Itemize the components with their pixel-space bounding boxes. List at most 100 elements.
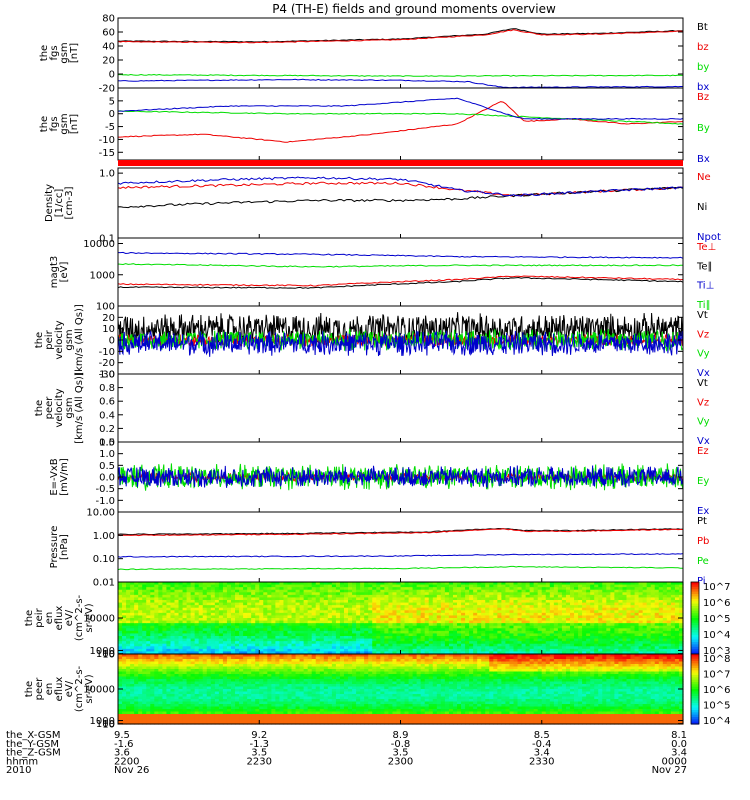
heatmap-cell (186, 620, 192, 624)
heatmap-cell (218, 589, 224, 593)
heatmap-cell (477, 618, 482, 622)
heatmap-cell (497, 594, 502, 599)
heatmap-cell (465, 587, 470, 591)
heatmap-cell (541, 620, 547, 624)
heatmap-cell (170, 646, 176, 650)
heatmap-cell (299, 630, 305, 635)
heatmap-cell (190, 643, 196, 647)
heatmap-cell (469, 607, 474, 611)
heatmap-cell (150, 666, 155, 670)
heatmap-cell (344, 641, 349, 645)
heatmap-cell (509, 648, 515, 653)
heatmap-cell (319, 615, 325, 619)
heatmap-cell (243, 605, 248, 609)
heatmap-cell (440, 592, 446, 596)
heatmap-cell (174, 704, 180, 708)
heatmap-cell (118, 638, 123, 642)
heatmap-cell (469, 641, 474, 645)
heatmap-cell (505, 589, 511, 593)
heatmap-cell (210, 709, 216, 713)
colorbar-label: 10^3 (703, 646, 730, 657)
heatmap-cell (130, 592, 135, 596)
heatmap-cell (146, 664, 151, 668)
heatmap-cell (630, 589, 636, 593)
heatmap-cell (610, 612, 615, 617)
heatmap-cell (364, 648, 369, 653)
heatmap-cell (473, 628, 478, 632)
heatmap-cell (436, 612, 442, 617)
heatmap-cell (457, 630, 462, 635)
heatmap-cell (130, 623, 135, 627)
heatmap-cell (214, 704, 220, 708)
heatmap-cell (678, 597, 684, 601)
heatmap-cell (392, 589, 398, 593)
heatmap-cell (594, 610, 599, 614)
heatmap-cell (424, 618, 430, 622)
heatmap-cell (533, 607, 539, 611)
heatmap-cell (606, 610, 611, 614)
heatmap-cell (263, 610, 268, 614)
heatmap-cell (259, 582, 264, 586)
heatmap-cell (214, 711, 220, 715)
heatmap-cell (279, 605, 285, 609)
heatmap-cell (465, 636, 470, 640)
heatmap-cell (202, 641, 208, 645)
heatmap-cell (396, 643, 402, 647)
heatmap-cell (222, 605, 228, 609)
heatmap-cell (618, 633, 624, 637)
heatmap-cell (158, 592, 163, 596)
heatmap-cell (235, 648, 240, 653)
heatmap-cell (178, 625, 184, 629)
heatmap-cell (311, 589, 317, 593)
heatmap-cell (122, 615, 127, 619)
heatmap-cell (505, 641, 511, 645)
heatmap-cell (162, 706, 168, 710)
heatmap-cell (586, 628, 591, 632)
heatmap-cell (432, 594, 438, 599)
heatmap-cell (218, 656, 224, 660)
heatmap-cell (190, 701, 196, 705)
heatmap-cell (485, 602, 490, 606)
heatmap-cell (586, 615, 591, 619)
heatmap-cell (339, 620, 345, 624)
heatmap-cell (202, 620, 208, 624)
heatmap-cell (214, 709, 220, 713)
heatmap-cell (662, 615, 668, 619)
heatmap-cell (198, 584, 204, 588)
heatmap-cell (118, 714, 123, 718)
heatmap-cell (557, 651, 563, 655)
heatmap-cell (489, 628, 494, 632)
heatmap-cell (186, 625, 192, 629)
heatmap-cell (190, 704, 196, 708)
heatmap-cell (283, 643, 289, 647)
heatmap-cell (630, 651, 636, 655)
heatmap-cell (166, 686, 172, 690)
heatmap-cell (134, 719, 139, 723)
heatmap-cell (235, 630, 240, 635)
heatmap-cell (440, 641, 446, 645)
heatmap-cell (210, 661, 216, 665)
heatmap-cell (638, 612, 644, 617)
heatmap-cell (561, 628, 567, 632)
heatmap-cell (360, 582, 365, 586)
heatmap-cell (190, 661, 196, 665)
heatmap-cell (218, 605, 224, 609)
heatmap-cell (295, 615, 301, 619)
heatmap-cell (150, 597, 155, 601)
heatmap-cell (404, 620, 410, 624)
heatmap-cell (541, 589, 547, 593)
heatmap-cell (126, 651, 131, 655)
heatmap-cell (198, 721, 204, 725)
heatmap-cell (630, 618, 636, 622)
heatmap-cell (392, 636, 398, 640)
heatmap-cell (408, 594, 414, 599)
heatmap-cell (505, 594, 511, 599)
heatmap-cell (263, 630, 268, 635)
heatmap-cell (537, 594, 543, 599)
heatmap-cell (202, 659, 208, 663)
heatmap-cell (384, 584, 389, 588)
heatmap-cell (279, 620, 285, 624)
heatmap-cell (243, 648, 248, 653)
heatmap-cell (158, 714, 163, 718)
heatmap-cell (146, 654, 151, 658)
